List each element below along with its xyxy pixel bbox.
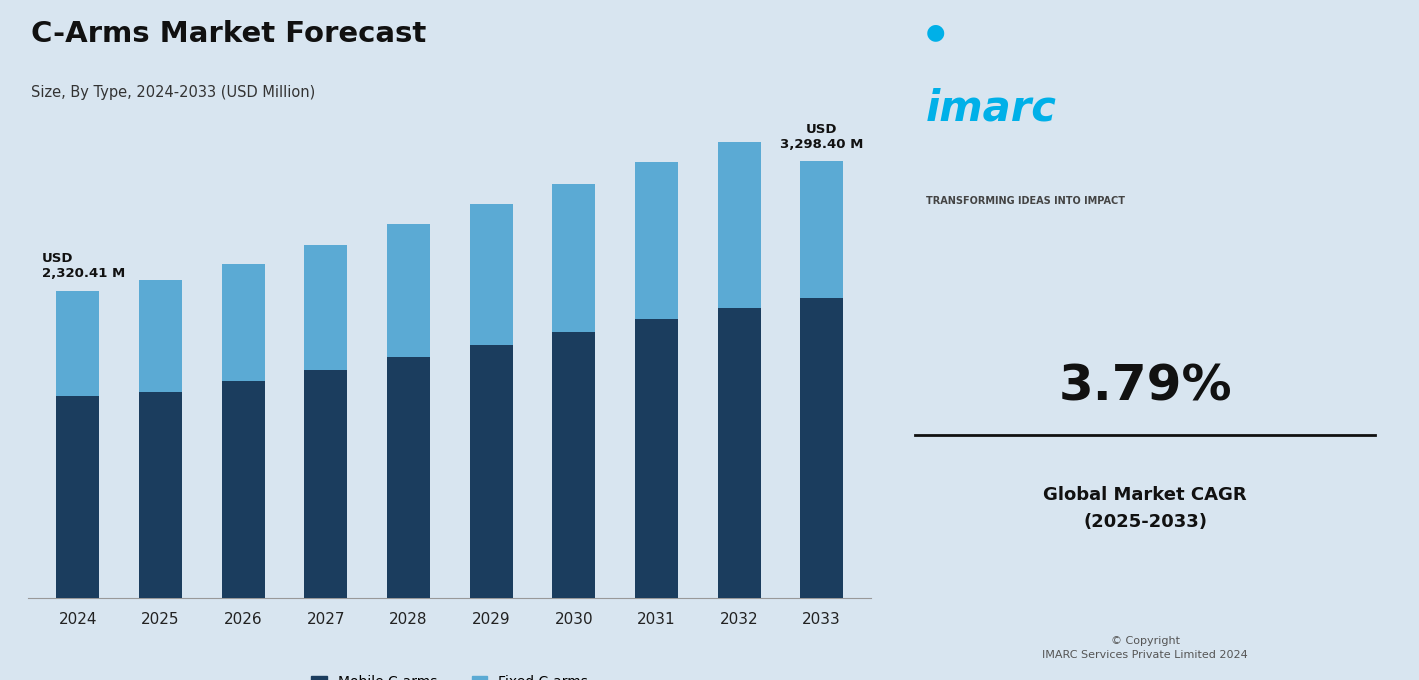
Text: ●: ● — [927, 22, 945, 43]
Bar — [718, 307, 761, 598]
Bar — [800, 161, 843, 298]
Bar — [634, 320, 678, 598]
Bar — [221, 264, 265, 381]
Bar — [139, 392, 182, 598]
Bar — [57, 396, 99, 598]
Bar — [57, 291, 99, 396]
Bar — [470, 204, 512, 345]
Bar — [470, 345, 512, 598]
Bar — [305, 245, 348, 371]
Text: TRANSFORMING IDEAS INTO IMPACT: TRANSFORMING IDEAS INTO IMPACT — [927, 197, 1125, 206]
Bar — [305, 371, 348, 598]
Text: Global Market CAGR
(2025-2033): Global Market CAGR (2025-2033) — [1043, 486, 1247, 531]
Bar — [387, 357, 430, 598]
Bar — [221, 381, 265, 598]
Text: C-Arms Market Forecast: C-Arms Market Forecast — [31, 20, 427, 48]
Bar — [800, 298, 843, 598]
Text: © Copyright
IMARC Services Private Limited 2024: © Copyright IMARC Services Private Limit… — [1043, 636, 1247, 660]
Bar — [552, 184, 595, 332]
Bar — [552, 332, 595, 598]
Text: USD
2,320.41 M: USD 2,320.41 M — [41, 252, 125, 280]
Text: 3.79%: 3.79% — [1059, 362, 1232, 410]
Bar — [139, 280, 182, 392]
Bar — [718, 142, 761, 307]
Bar — [634, 163, 678, 320]
Bar — [387, 224, 430, 357]
Text: imarc: imarc — [927, 88, 1057, 130]
Text: Size, By Type, 2024-2033 (USD Million): Size, By Type, 2024-2033 (USD Million) — [31, 85, 315, 100]
Legend: Mobile C-arms, Fixed C-arms: Mobile C-arms, Fixed C-arms — [307, 670, 593, 680]
Text: USD
3,298.40 M: USD 3,298.40 M — [780, 123, 863, 151]
